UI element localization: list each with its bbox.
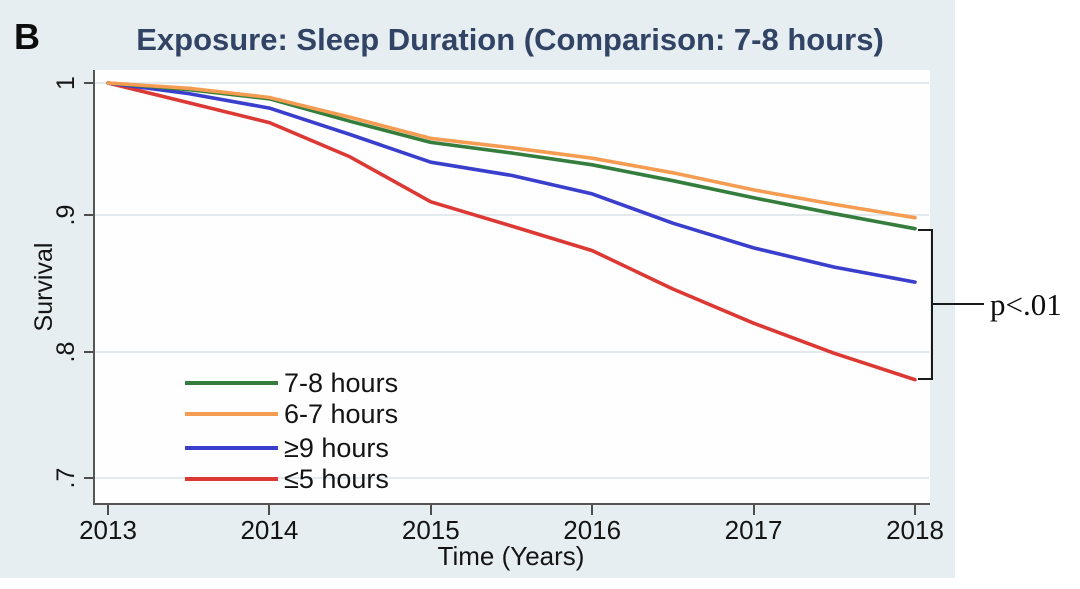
bracket-top-tick [918, 229, 933, 231]
x-tick-label: 2015 [401, 515, 460, 545]
gridline [94, 351, 929, 353]
panel-label: B [14, 16, 41, 57]
x-tick [429, 505, 432, 515]
x-tick [268, 505, 271, 515]
legend-line-icon [185, 412, 278, 416]
x-tick [914, 505, 916, 515]
x-tick-label: 2018 [886, 515, 944, 545]
legend-label: ≤5 hours [284, 464, 389, 494]
legend-item: 7-8 hours [185, 369, 398, 397]
legend-line-icon [185, 381, 278, 385]
bracket-bottom-tick [918, 378, 933, 380]
x-tick [107, 505, 109, 515]
legend-item: 6-7 hours [185, 400, 398, 428]
y-tick-label: .9 [52, 204, 80, 226]
gridline [94, 477, 929, 479]
legend-label: ≥9 hours [284, 433, 389, 463]
y-tick [84, 214, 93, 216]
bracket-leader-line [931, 303, 984, 305]
y-tick-label: .7 [52, 467, 80, 489]
legend-line-icon [185, 477, 278, 481]
x-tick [591, 505, 594, 515]
legend-item: ≤5 hours [185, 465, 389, 493]
legend-label: 7-8 hours [284, 368, 399, 398]
chart-title: Exposure: Sleep Duration (Comparison: 7-… [136, 22, 884, 57]
gridline [94, 82, 929, 84]
x-tick [752, 505, 755, 515]
x-tick-label: 2016 [563, 515, 622, 545]
x-axis-line [93, 503, 930, 505]
x-tick-label: 2017 [724, 515, 783, 545]
x-tick-label: 2014 [240, 515, 299, 545]
x-axis-label: Time (Years) [437, 541, 585, 571]
legend-label: 6-7 hours [284, 399, 399, 429]
y-tick [84, 477, 93, 479]
legend-item: ≥9 hours [185, 434, 389, 462]
x-tick-label: 2013 [79, 515, 137, 545]
y-tick [84, 82, 93, 84]
y-tick-label: .8 [52, 341, 80, 363]
y-tick [84, 351, 93, 353]
y-tick-label: 1 [52, 76, 80, 90]
gridline [94, 214, 929, 216]
y-axis-line [93, 70, 95, 505]
p-value-annotation: p<.01 [990, 287, 1062, 322]
legend-line-icon [185, 446, 278, 450]
